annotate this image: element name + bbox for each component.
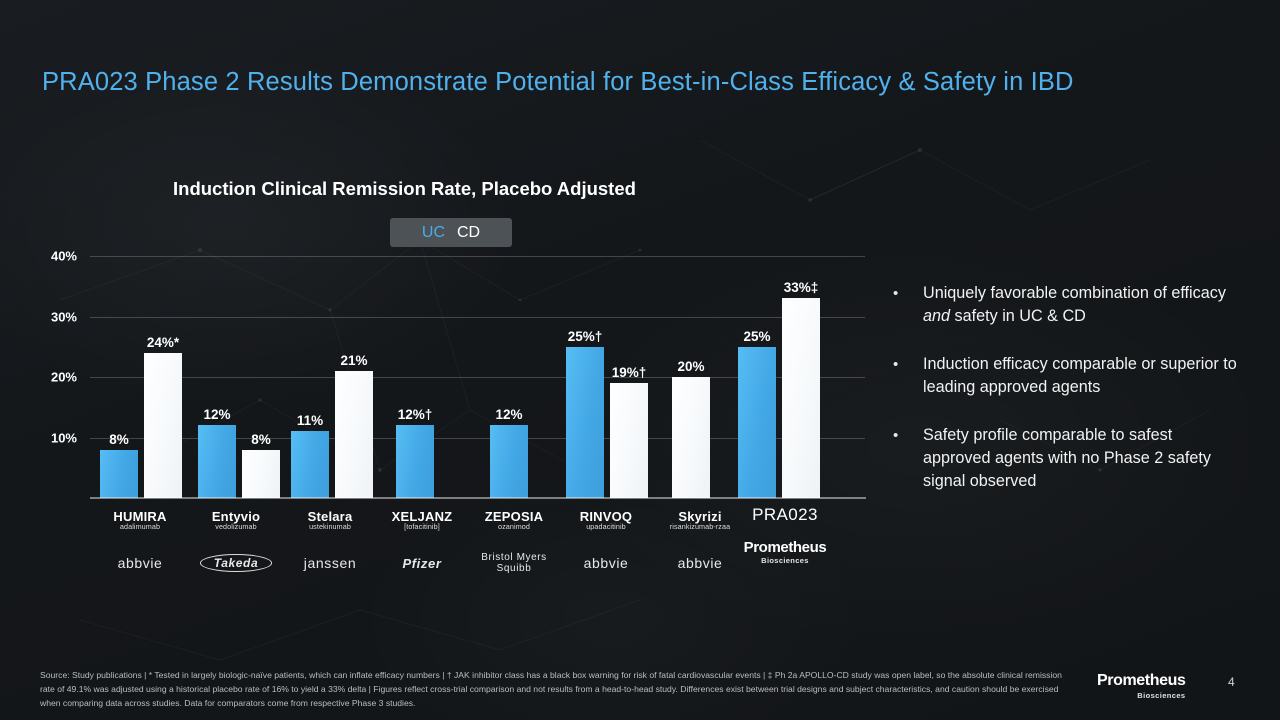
y-axis-tick-label: 10% — [50, 430, 77, 445]
drug-brand-name: ZEPOSIA — [484, 508, 544, 524]
list-item: • Induction efficacy comparable or superi… — [893, 353, 1243, 399]
company-logo-janssen: janssen — [284, 546, 376, 580]
bar-value-label: 12%† — [397, 407, 433, 423]
chart-title: Induction Clinical Remission Rate, Place… — [173, 178, 636, 199]
bullet-marker: • — [893, 356, 899, 373]
bar-value-label: 25% — [743, 328, 771, 344]
bar-value-label: 33%‡ — [783, 280, 819, 296]
company-name: Pfizer — [402, 555, 442, 571]
legend-item-cd: CD — [457, 223, 481, 241]
page-number: 4 — [1228, 675, 1235, 689]
drug-logo-entyvio: Entyvio vedolizumab — [190, 500, 282, 540]
drug-generic-name: adalimumab — [119, 521, 161, 531]
x-axis-item-entyvio: Entyvio vedolizumab Takeda — [190, 500, 282, 580]
bar-rinvoq-uc: 25%† — [566, 329, 604, 498]
footer-logo: Prometheus Biosciences — [1097, 672, 1186, 701]
bar-value-label: 25%† — [567, 328, 603, 344]
bar-stelara-uc: 11% — [291, 413, 329, 498]
bar-value-label: 19%† — [611, 365, 647, 381]
prometheus-logo-sub: Biosciences — [761, 556, 809, 565]
company-name: abbvie — [583, 555, 629, 571]
drug-generic-name: ustekinumab — [309, 521, 351, 531]
drug-brand-name: RINVOQ — [579, 508, 633, 524]
company-logo-bristol-myers-squibb: Bristol Myers Squibb — [468, 546, 560, 580]
bar-entyvio-uc: 12% — [198, 407, 236, 498]
x-axis-item-xeljanz: XELJANZ [tofacitinib] Pfizer — [376, 500, 468, 580]
bar-pra023-cd: 33%‡ — [782, 280, 820, 498]
company-logo-pfizer: Pfizer — [376, 546, 468, 580]
y-axis-tick-label: 20% — [50, 369, 77, 385]
list-item: • Uniquely favorable combination of effic… — [893, 282, 1243, 328]
bar-value-label: 12% — [203, 407, 231, 423]
prometheus-logo-name: Prometheus — [743, 539, 827, 556]
bar-humira-uc: 8% — [100, 432, 138, 498]
y-axis-tick-label: 40% — [50, 248, 77, 264]
x-axis-line — [90, 497, 866, 499]
drug-logo-stelara: Stelara ustekinumab — [284, 500, 376, 540]
drug-generic-name: upadacitinib — [586, 521, 626, 531]
drug-generic-name: vedolizumab — [215, 521, 257, 531]
bar-value-label: 8% — [251, 431, 271, 447]
drug-logo-xeljanz: XELJANZ [tofacitinib] — [376, 500, 468, 540]
x-axis-item-stelara: Stelara ustekinumab janssen — [284, 500, 376, 580]
pra023-company-logo: Prometheus Biosciences — [726, 540, 844, 568]
bar-xeljanz-uc: 12%† — [396, 407, 434, 498]
bar-rinvoq-cd: 19%† — [610, 365, 648, 498]
company-name: abbvie — [117, 555, 163, 571]
bar-value-label: 24%* — [146, 334, 180, 350]
chart-legend[interactable]: UC CD — [390, 218, 512, 247]
bullet-marker: • — [893, 285, 899, 302]
bar-value-label: 21% — [340, 352, 368, 368]
company-logo-abbvie: abbvie — [94, 546, 186, 580]
bar-value-label: 20% — [677, 359, 705, 374]
drug-brand-name: Stelara — [307, 508, 353, 524]
legend-item-uc: UC — [421, 223, 445, 241]
gridline — [90, 256, 865, 257]
drug-generic-name: risankizumab-rzaa — [669, 521, 731, 531]
company-name: janssen — [303, 555, 357, 571]
drug-brand-name: Entyvio — [211, 508, 261, 524]
drug-brand-name: Skyrizi — [678, 508, 722, 524]
list-item: • Safety profile comparable to safest app… — [893, 424, 1243, 493]
bar-skyrizi-cd: 20% — [672, 359, 710, 498]
drug-generic-name: [tofacitinib] — [404, 521, 440, 531]
bar-zeposia-uc: 12% — [490, 407, 528, 498]
drug-brand-name: HUMIRA — [113, 508, 167, 524]
company-logo-takeda: Takeda — [190, 546, 282, 580]
bar-stelara-cd: 21% — [335, 353, 373, 498]
bar-pra023-uc: 25% — [738, 329, 776, 498]
slide-title: PRA023 Phase 2 Results Demonstrate Poten… — [42, 68, 1074, 96]
y-axis-tick-label: 30% — [50, 309, 77, 324]
bullet-text: Safety profile comparable to safest appr… — [923, 426, 1211, 490]
company-logo-abbvie: abbvie — [560, 546, 652, 580]
x-axis-item-humira: HUMIRA adalimumab abbvie — [94, 500, 186, 580]
x-axis-item-rinvoq: RINVOQ upadacitinib abbvie — [560, 500, 652, 580]
bar-value-label: 11% — [296, 413, 324, 429]
drug-logo-humira: HUMIRA adalimumab — [94, 500, 186, 540]
bar-value-label: 8% — [109, 431, 129, 447]
gridline — [90, 316, 865, 318]
x-axis-item-zeposia: ZEPOSIA ozanimod Bristol Myers Squibb — [468, 500, 560, 580]
bar-humira-cd: 24%* — [144, 335, 182, 498]
company-name: Takeda — [199, 554, 273, 572]
drug-brand-name: XELJANZ — [391, 508, 453, 524]
bullet-text: Uniquely favorable combination of effica… — [923, 284, 1226, 325]
chart-plot-area: 10% 20% 30% 40% 8% 24%* 12% 8% 11% 21% 12%† 12% 25%†… — [51, 249, 865, 498]
key-points-list: • Uniquely favorable combination of effic… — [893, 282, 1243, 518]
drug-generic-name: ozanimod — [498, 521, 530, 531]
drug-logo-rinvoq: RINVOQ upadacitinib — [560, 500, 652, 540]
pra023-axis-label: PRA023 — [752, 505, 818, 524]
footnote-text: Source: Study publications | * Tested in… — [40, 670, 1062, 709]
drug-logo-zeposia: ZEPOSIA ozanimod — [468, 500, 560, 540]
bar-value-label: 12% — [495, 407, 523, 423]
company-name: Bristol Myers Squibb — [481, 552, 547, 574]
footer-logo-name: Prometheus — [1097, 672, 1186, 689]
bar-entyvio-cd: 8% — [242, 432, 280, 498]
bullet-text: Induction efficacy comparable or superio… — [923, 355, 1237, 396]
bullet-marker: • — [893, 427, 899, 444]
company-name: abbvie — [677, 555, 723, 571]
footer-logo-sub: Biosciences — [1137, 691, 1186, 700]
